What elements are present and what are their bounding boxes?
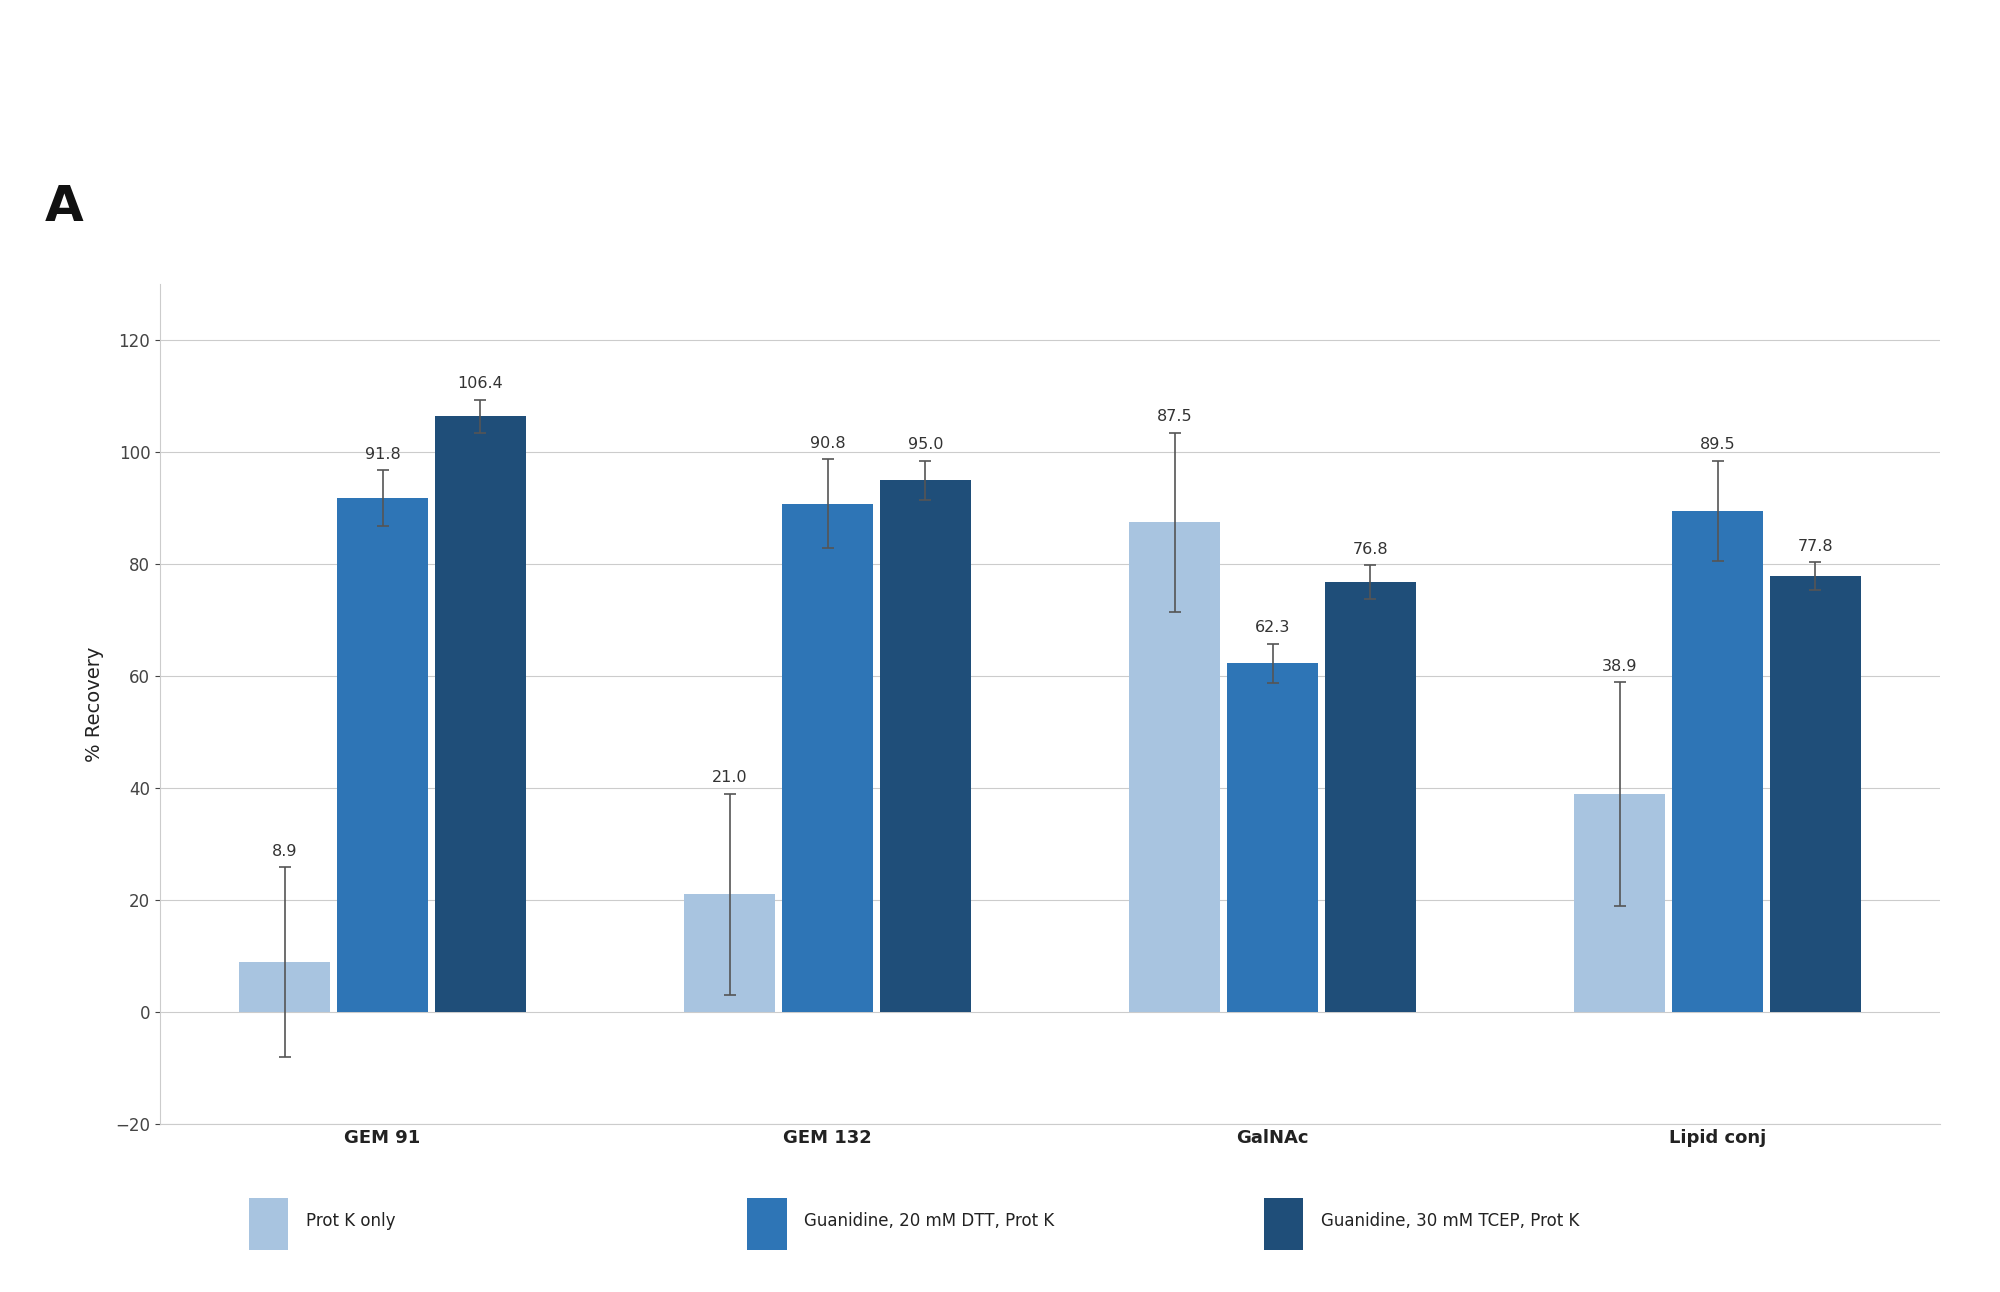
Text: 95.0: 95.0 — [908, 437, 944, 452]
Bar — [240, 963, 330, 1012]
Bar — [782, 504, 874, 1012]
FancyBboxPatch shape — [748, 1198, 786, 1251]
Text: 90.8: 90.8 — [810, 435, 846, 451]
Text: A: A — [44, 183, 84, 231]
Text: Guanidine, 20 mM DTT, Prot K: Guanidine, 20 mM DTT, Prot K — [804, 1212, 1054, 1230]
Text: 87.5: 87.5 — [1156, 410, 1192, 424]
Bar — [336, 499, 428, 1012]
Bar — [434, 416, 526, 1012]
Bar — [1324, 583, 1416, 1012]
Bar — [1130, 522, 1220, 1012]
Bar — [1574, 795, 1666, 1012]
Bar — [684, 894, 776, 1012]
Text: 62.3: 62.3 — [1254, 620, 1290, 636]
Text: Prot K only: Prot K only — [306, 1212, 396, 1230]
Bar — [880, 481, 970, 1012]
Bar — [1226, 663, 1318, 1012]
Text: 89.5: 89.5 — [1700, 437, 1736, 452]
Text: 8.9: 8.9 — [272, 844, 298, 859]
Text: 77.8: 77.8 — [1798, 539, 1834, 554]
Bar — [1770, 576, 1860, 1012]
Text: 1 Hour digestion (55 °C): 1 Hour digestion (55 °C) — [810, 137, 1190, 165]
Text: 76.8: 76.8 — [1352, 541, 1388, 557]
Text: OligoWorks SPE kit development: OligoWorks SPE kit development — [718, 30, 1282, 58]
Text: 106.4: 106.4 — [458, 376, 504, 391]
Text: Denaturant/Reductant: Denaturant/Reductant — [824, 191, 1176, 220]
FancyBboxPatch shape — [248, 1198, 288, 1251]
Text: RapiZyme proteinase K plasma digestion pptimization: RapiZyme proteinase K plasma digestion p… — [574, 84, 1426, 111]
Bar — [1672, 510, 1764, 1012]
Text: 91.8: 91.8 — [364, 447, 400, 461]
FancyBboxPatch shape — [1264, 1198, 1302, 1251]
Y-axis label: % Recovery: % Recovery — [86, 646, 104, 762]
Text: 21.0: 21.0 — [712, 770, 748, 786]
Text: Guanidine, 30 mM TCEP, Prot K: Guanidine, 30 mM TCEP, Prot K — [1320, 1212, 1578, 1230]
Text: 38.9: 38.9 — [1602, 659, 1638, 674]
